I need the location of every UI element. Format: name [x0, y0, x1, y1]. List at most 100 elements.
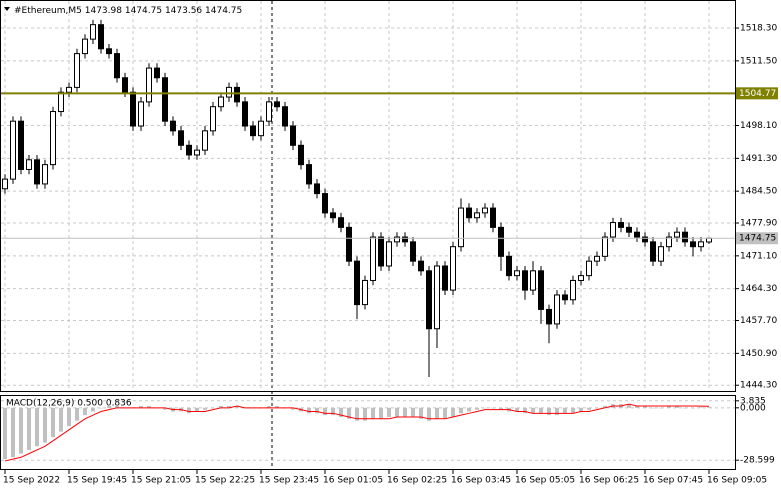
histogram-bar: [419, 407, 423, 419]
histogram-bar: [467, 407, 471, 412]
candle-body: [690, 241, 696, 248]
histogram-bar: [291, 407, 295, 410]
histogram-bar: [563, 407, 567, 414]
candle-body: [666, 236, 672, 248]
histogram-bar: [539, 407, 543, 414]
candle-body: [346, 226, 352, 262]
x-tick-label: 16 Sep 07:45: [643, 476, 703, 486]
candle-body: [290, 125, 296, 146]
symbol-menu[interactable]: [4, 7, 10, 11]
candle-body: [402, 236, 408, 243]
candle-body: [2, 178, 8, 190]
histogram-bar: [107, 405, 111, 408]
candle-body: [530, 270, 536, 291]
histogram-bar: [27, 407, 31, 450]
candle-body: [626, 226, 632, 233]
candle-body: [90, 24, 96, 40]
candle-body: [490, 207, 496, 228]
y-tick-label: 1464.30: [740, 284, 777, 294]
candle-body: [562, 294, 568, 301]
histogram-bar: [235, 405, 239, 408]
histogram-bar: [483, 407, 487, 409]
histogram-bar: [699, 407, 703, 408]
histogram-bar: [195, 407, 199, 412]
x-tick-label: 15 Sep 22:25: [195, 476, 255, 486]
histogram-bar: [579, 407, 583, 412]
histogram-bar: [603, 405, 607, 408]
y-tick-label: 1477.90: [740, 219, 777, 229]
histogram-bar: [163, 407, 167, 410]
histogram-bar: [219, 405, 223, 408]
histogram-bar: [387, 407, 391, 417]
candle-body: [226, 86, 232, 98]
histogram-bar: [651, 407, 655, 409]
histogram-bar: [339, 407, 343, 417]
candle-body: [66, 86, 72, 93]
candle-body: [58, 91, 64, 113]
histogram-bar: [515, 407, 519, 412]
candle-body: [298, 144, 304, 166]
candle-body: [386, 241, 392, 267]
histogram-bar: [203, 407, 207, 410]
x-tick-label: 15 Sep 2022: [3, 476, 60, 486]
signal-line: [4, 403, 710, 462]
histogram-bar: [411, 407, 415, 417]
candle-body: [218, 96, 224, 108]
candle-body: [426, 270, 432, 330]
candle-body: [178, 130, 184, 146]
x-tick-label: 16 Sep 03:45: [451, 476, 511, 486]
x-tick-label: 16 Sep 02:25: [387, 476, 447, 486]
candle-body: [10, 120, 16, 180]
candle-body: [50, 111, 56, 166]
histogram-bar: [451, 407, 455, 417]
histogram-bar: [403, 407, 407, 417]
candle-body: [434, 265, 440, 330]
histogram-bar: [35, 407, 39, 447]
histogram-bar: [475, 407, 479, 410]
candle-body: [698, 241, 704, 248]
low-price: 1473.56: [165, 6, 202, 16]
candle-body: [394, 236, 400, 243]
macd-title: MACD(12,26,9) 0.500 0.836: [6, 399, 132, 409]
histogram-bar: [115, 405, 119, 408]
histogram-bar: [691, 407, 695, 409]
candle-body: [266, 101, 272, 122]
histogram-bar: [11, 407, 15, 458]
y-tick-label: 1511.50: [740, 56, 777, 66]
candle-body: [418, 260, 424, 272]
candle-body: [546, 308, 552, 325]
candle-body: [42, 164, 48, 185]
candle-body: [618, 222, 624, 228]
y-tick-label: 3.835: [740, 396, 766, 406]
histogram-bar: [347, 407, 351, 419]
candle-body: [482, 207, 488, 214]
histogram-bar: [363, 407, 367, 421]
histogram-bar: [427, 407, 431, 421]
candle-body: [594, 255, 600, 262]
candle-body: [578, 275, 584, 281]
histogram-bar: [683, 407, 687, 409]
candle-body: [194, 149, 200, 156]
x-tick-label: 16 Sep 05:05: [515, 476, 575, 486]
candle-body: [258, 120, 264, 137]
histogram-bar: [547, 407, 551, 416]
candle-body: [162, 77, 168, 122]
candle-body: [314, 183, 320, 195]
histogram-bar: [707, 406, 711, 408]
candle-body: [82, 38, 88, 55]
candle-body: [274, 101, 280, 108]
y-tick-label: 1444.30: [740, 381, 777, 391]
candle-body: [442, 265, 448, 291]
candle-body: [410, 241, 416, 262]
histogram-bar: [139, 405, 143, 408]
candle-body: [18, 120, 24, 170]
candle-body: [26, 159, 32, 170]
histogram-bar: [99, 407, 103, 409]
x-tick-label: 15 Sep 23:45: [259, 476, 319, 486]
histogram-bar: [227, 405, 231, 408]
candle-body: [650, 241, 656, 262]
candle-body: [658, 246, 664, 262]
price-level-box: [736, 87, 778, 100]
candle-body: [682, 231, 688, 243]
candle-body: [378, 236, 384, 267]
